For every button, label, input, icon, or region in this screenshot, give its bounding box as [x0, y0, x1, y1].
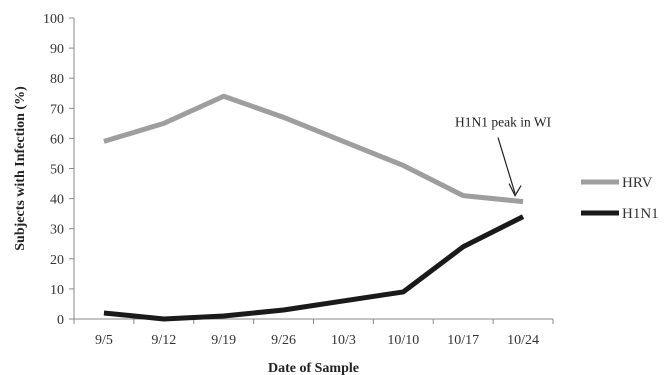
y-tick-label: 60 — [50, 132, 64, 147]
x-axis-title: Date of Sample — [268, 361, 359, 375]
y-tick-label: 50 — [50, 163, 64, 178]
y-tick-label: 70 — [50, 102, 64, 117]
x-tick-label: 10/3 — [331, 333, 356, 348]
y-tick-label: 80 — [50, 72, 64, 87]
y-tick-label: 90 — [50, 42, 64, 57]
x-tick-label: 9/26 — [271, 333, 296, 348]
y-tick-label: 40 — [50, 193, 64, 208]
annotation-arrow-line — [497, 137, 516, 194]
x-tick-label: 9/12 — [151, 333, 176, 348]
y-tick-label: 20 — [50, 253, 64, 268]
annotation-label: H1N1 peak in WI — [455, 115, 552, 130]
legend: HRV H1N1 — [581, 175, 659, 222]
series-layer — [103, 93, 525, 322]
series-line-h1n1 — [103, 214, 525, 322]
annotation-arrow-head — [508, 183, 522, 197]
series-line-hrv — [103, 93, 524, 205]
y-tick-label: 0 — [57, 313, 64, 328]
x-tick-label: 10/10 — [387, 333, 419, 348]
y-tick-label: 10 — [50, 283, 64, 298]
x-tick-label: 10/24 — [507, 333, 539, 348]
y-tick-label: 100 — [43, 12, 64, 27]
y-tick-label: 30 — [50, 223, 64, 238]
legend-label-h1n1: H1N1 — [622, 206, 659, 222]
legend-label-hrv: HRV — [622, 175, 653, 191]
x-tick-label: 10/17 — [447, 333, 479, 348]
annotation-layer: H1N1 peak in WI — [455, 115, 552, 197]
y-axis-ticks: 0 10 20 30 40 50 60 70 80 90 100 — [43, 12, 74, 328]
x-tick-label: 9/19 — [211, 333, 236, 348]
y-axis-title: Subjects with Infection (%) — [13, 86, 28, 251]
x-tick-label: 9/5 — [95, 333, 113, 348]
x-axis-ticks: 9/5 9/12 9/19 9/26 10/3 10/10 10/17 10/24 — [73, 319, 554, 348]
